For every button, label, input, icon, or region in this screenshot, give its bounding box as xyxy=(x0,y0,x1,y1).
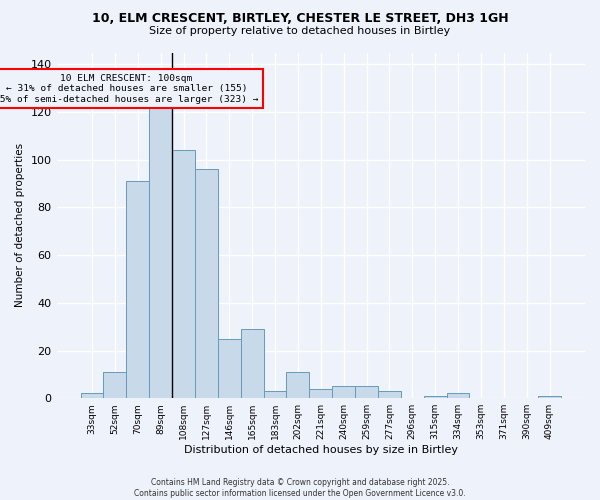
Bar xyxy=(241,329,263,398)
Bar xyxy=(127,181,149,398)
Bar xyxy=(310,388,332,398)
Text: Contains HM Land Registry data © Crown copyright and database right 2025.
Contai: Contains HM Land Registry data © Crown c… xyxy=(134,478,466,498)
Bar xyxy=(424,396,446,398)
Bar xyxy=(263,391,286,398)
Bar xyxy=(446,394,469,398)
Bar xyxy=(355,386,378,398)
Text: 10, ELM CRESCENT, BIRTLEY, CHESTER LE STREET, DH3 1GH: 10, ELM CRESCENT, BIRTLEY, CHESTER LE ST… xyxy=(92,12,508,26)
Bar xyxy=(80,394,103,398)
Bar xyxy=(538,396,561,398)
X-axis label: Distribution of detached houses by size in Birtley: Distribution of detached houses by size … xyxy=(184,445,458,455)
Bar xyxy=(286,372,310,398)
Bar xyxy=(172,150,195,398)
Bar xyxy=(332,386,355,398)
Bar xyxy=(378,391,401,398)
Bar xyxy=(218,338,241,398)
Bar xyxy=(103,372,127,398)
Y-axis label: Number of detached properties: Number of detached properties xyxy=(15,144,25,308)
Text: Size of property relative to detached houses in Birtley: Size of property relative to detached ho… xyxy=(149,26,451,36)
Bar xyxy=(149,93,172,398)
Text: 10 ELM CRESCENT: 100sqm
← 31% of detached houses are smaller (155)
65% of semi-d: 10 ELM CRESCENT: 100sqm ← 31% of detache… xyxy=(0,74,259,104)
Bar xyxy=(195,170,218,398)
